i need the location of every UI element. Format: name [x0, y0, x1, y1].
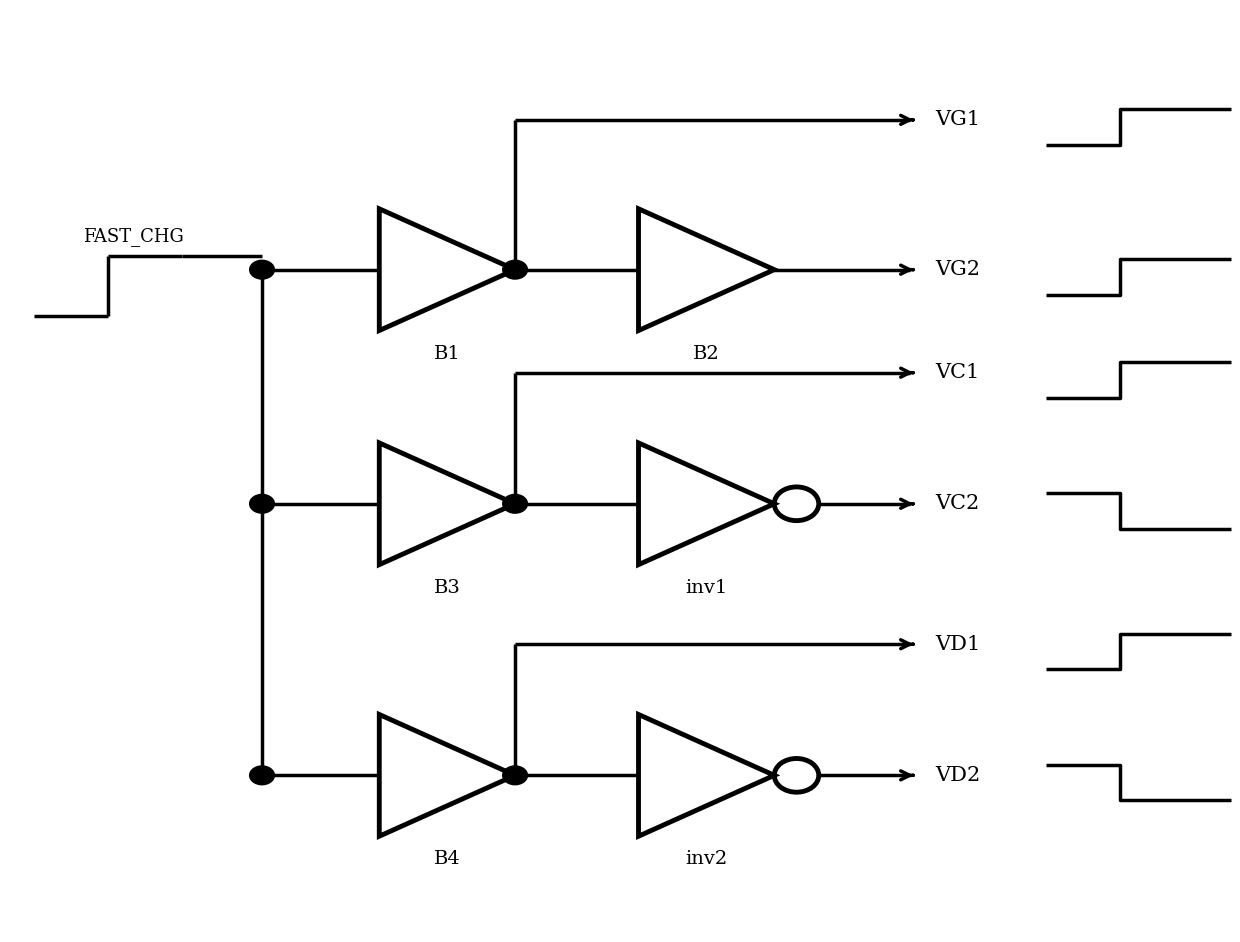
Circle shape	[502, 766, 527, 785]
Text: VC1: VC1	[935, 364, 980, 382]
Text: VD2: VD2	[935, 766, 980, 785]
Text: FAST_CHG: FAST_CHG	[83, 227, 184, 247]
Text: B1: B1	[434, 345, 460, 363]
Circle shape	[249, 495, 274, 513]
Text: VG2: VG2	[935, 260, 980, 279]
Text: VG1: VG1	[935, 110, 980, 129]
Text: VC2: VC2	[935, 495, 980, 513]
Text: B3: B3	[434, 578, 460, 596]
Text: VD1: VD1	[935, 635, 980, 654]
Circle shape	[249, 766, 274, 785]
Circle shape	[502, 495, 527, 513]
Text: inv2: inv2	[686, 851, 728, 869]
Circle shape	[249, 260, 274, 279]
Circle shape	[502, 260, 527, 279]
Text: inv1: inv1	[686, 578, 728, 596]
Text: B4: B4	[434, 851, 460, 869]
Text: B2: B2	[693, 345, 719, 363]
